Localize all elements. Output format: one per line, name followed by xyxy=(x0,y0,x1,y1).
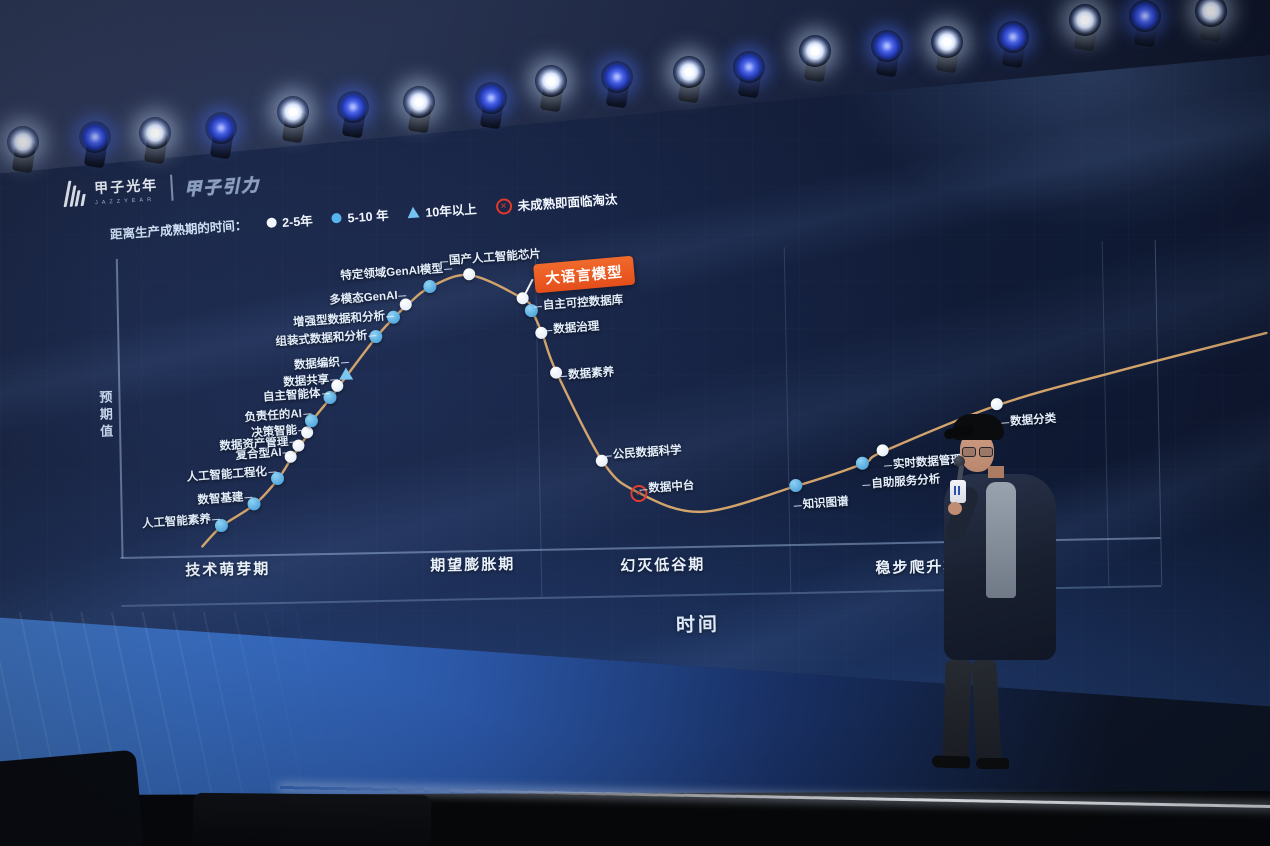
white-light-glow-icon xyxy=(931,25,963,58)
speaker-leg xyxy=(942,659,972,763)
chart-point-label: 数据共享 xyxy=(283,371,330,390)
white-light-glow-icon xyxy=(7,126,39,158)
stage-light xyxy=(205,112,237,160)
blue-light-glow-icon xyxy=(871,30,903,63)
blue-light-glow-icon xyxy=(79,121,111,154)
stage-light xyxy=(1069,4,1101,52)
white-light-glow-icon xyxy=(403,86,435,119)
stage-light xyxy=(475,81,507,130)
stage-light xyxy=(403,86,435,134)
stage-light xyxy=(1129,0,1161,48)
stage-light xyxy=(871,30,903,78)
chart-point-label: 数智基建 xyxy=(197,488,244,507)
speaker-shirt xyxy=(986,482,1016,598)
blue-light-glow-icon xyxy=(475,81,507,114)
y-axis-title: 预期值 xyxy=(97,390,114,442)
white-light-glow-icon xyxy=(799,34,831,67)
speaker-shoe xyxy=(976,758,1009,769)
stage-light xyxy=(799,34,831,83)
microphone-head xyxy=(954,456,965,467)
phase-label: 期望膨胀期 xyxy=(430,555,516,575)
speaker-neck xyxy=(988,466,1004,478)
white-light-glow-icon xyxy=(277,95,309,128)
stage-light xyxy=(79,121,111,169)
stage-light xyxy=(673,56,705,104)
white-light-glow-icon xyxy=(535,65,567,98)
microphone-flag xyxy=(950,480,966,503)
white-light-glow-icon xyxy=(139,116,171,149)
chart-point-label: 数据素养 xyxy=(568,363,615,382)
blue-light-glow-icon xyxy=(997,21,1029,53)
chart-point-label: 知识图谱 xyxy=(802,493,849,512)
stage-light xyxy=(1195,0,1227,43)
x-axis-title: 时间 xyxy=(675,614,721,637)
speaker-shoe xyxy=(931,755,971,769)
phase-label: 幻灭低谷期 xyxy=(620,556,706,575)
stage-light xyxy=(7,126,39,174)
speaker-hand xyxy=(948,502,962,515)
speaker-cap xyxy=(952,414,1004,440)
white-light-glow-icon xyxy=(1195,0,1227,28)
speaker xyxy=(930,414,1070,770)
stage-light xyxy=(601,60,633,108)
white-light-glow-icon xyxy=(673,56,705,88)
chart-point-label: 数据治理 xyxy=(553,318,600,337)
blue-light-glow-icon xyxy=(337,91,369,123)
stage-light xyxy=(931,25,963,73)
chart-point xyxy=(338,367,354,380)
blue-light-glow-icon xyxy=(205,112,237,145)
white-light-glow-icon xyxy=(1069,4,1101,37)
speaker-leg xyxy=(971,659,1002,765)
stage-light xyxy=(277,95,309,143)
blue-light-glow-icon xyxy=(733,51,765,84)
chart-point-label: 数据编织 xyxy=(293,354,341,373)
stage-light xyxy=(337,91,369,139)
chart-point-label: 决策智能 xyxy=(251,421,298,440)
blue-light-glow-icon xyxy=(1129,0,1161,32)
stage-light xyxy=(139,116,171,165)
stage-light xyxy=(535,65,567,113)
blue-light-glow-icon xyxy=(601,60,633,93)
phase-label: 技术萌芽期 xyxy=(185,560,271,580)
stage-light xyxy=(733,51,765,99)
speaker-glasses xyxy=(962,447,994,457)
stage-light xyxy=(997,21,1029,69)
chart-point-label: 数据中台 xyxy=(648,477,695,496)
